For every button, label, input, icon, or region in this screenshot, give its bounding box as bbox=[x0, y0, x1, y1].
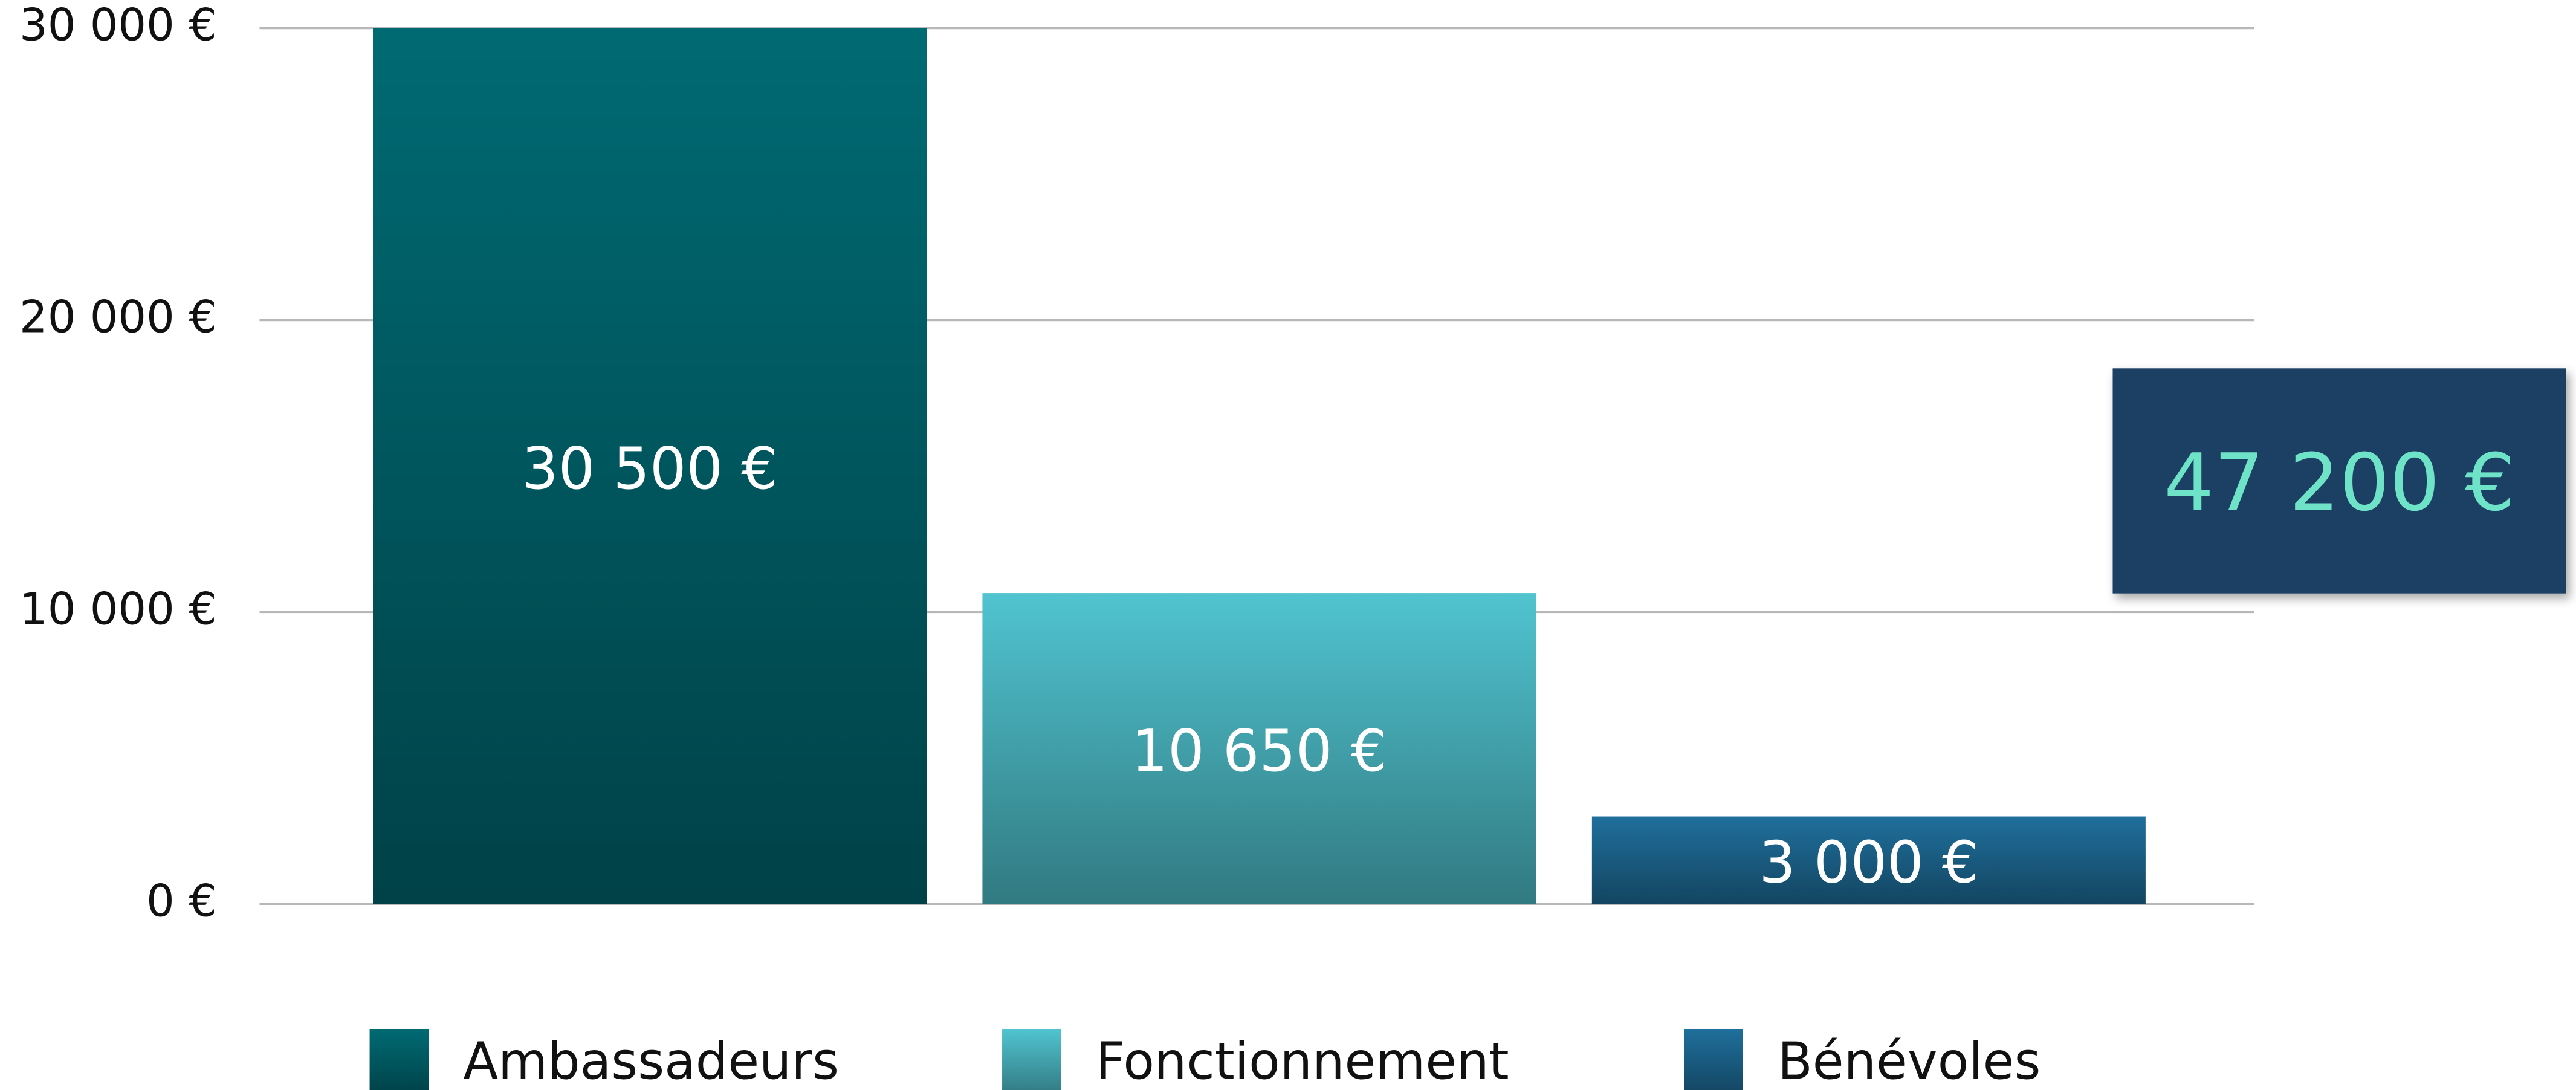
legend-label: Fonctionnement bbox=[1096, 1032, 1509, 1090]
y-tick-label: 30 000 € bbox=[19, 0, 217, 51]
legend-label: Bénévoles bbox=[1778, 1032, 2040, 1090]
legend-swatch-shade bbox=[1684, 1028, 1743, 1090]
legend-swatch-shade bbox=[369, 1028, 429, 1090]
total-box bbox=[2112, 368, 2566, 594]
value-label: 10 650 € bbox=[1131, 718, 1388, 785]
value-label: 30 500 € bbox=[522, 436, 778, 502]
y-tick-label: 0 € bbox=[146, 875, 217, 927]
bar-shade bbox=[1591, 816, 2146, 904]
legend-swatch-shade bbox=[1002, 1028, 1061, 1090]
y-tick-label: 20 000 € bbox=[19, 292, 217, 343]
total-annotation: 47 200 € bbox=[2164, 436, 2515, 528]
labels: 30 500 € Ambassadeurs 10 650 € Fonctionneme… bbox=[369, 436, 2040, 1090]
legend-label: Ambassadeurs bbox=[464, 1032, 839, 1090]
bar-shade bbox=[373, 28, 927, 904]
bar-shade bbox=[982, 593, 1536, 904]
y-tick-label: 10 000 € bbox=[19, 584, 217, 635]
value-label: 3 000 € bbox=[1759, 830, 1978, 897]
bars bbox=[373, 28, 2146, 904]
